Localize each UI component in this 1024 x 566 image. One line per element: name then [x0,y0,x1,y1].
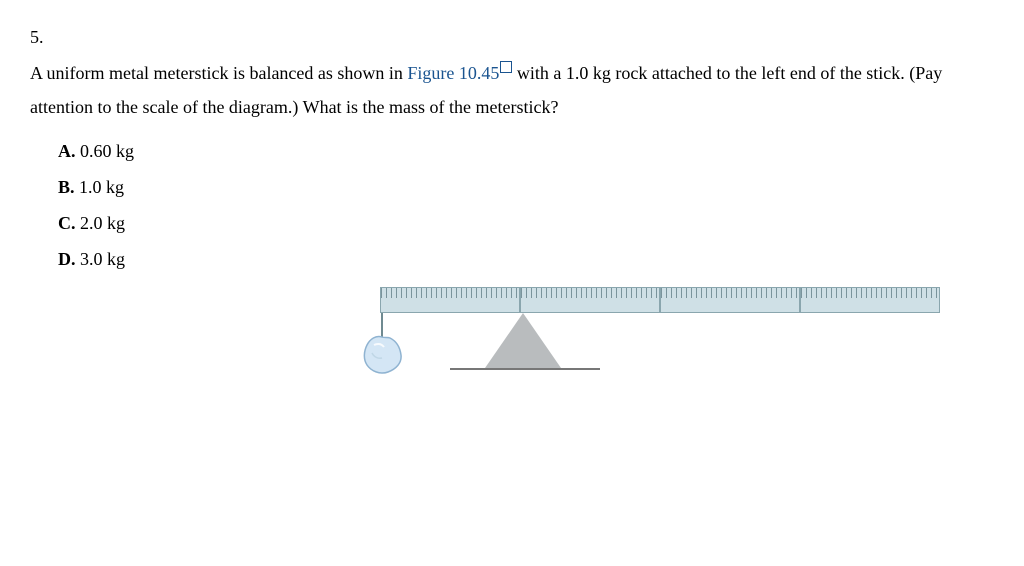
question-text-part1: A uniform metal meterstick is balanced a… [30,63,407,83]
option-label: A. [58,141,80,161]
rock-icon [362,335,404,386]
question-number: 5. [30,20,994,54]
option-label: D. [58,249,80,269]
option-c[interactable]: C. 2.0 kg [58,205,994,241]
option-b[interactable]: B. 1.0 kg [58,169,994,205]
balance-diagram [320,287,960,427]
meterstick-segment [660,287,800,313]
question-text: A uniform metal meterstick is balanced a… [30,56,994,124]
meterstick-segment [380,287,520,313]
meterstick [380,287,940,313]
meterstick-segment [800,287,940,313]
figure-link[interactable]: Figure 10.45 [407,63,499,83]
option-a[interactable]: A. 0.60 kg [58,133,994,169]
base-line [450,368,600,370]
option-label: B. [58,177,79,197]
popup-icon[interactable] [500,61,512,73]
meterstick-segment [520,287,660,313]
option-value: 2.0 kg [80,213,125,233]
option-value: 1.0 kg [79,177,124,197]
options-list: A. 0.60 kg B. 1.0 kg C. 2.0 kg D. 3.0 kg [30,133,994,277]
option-label: C. [58,213,80,233]
option-d[interactable]: D. 3.0 kg [58,241,994,277]
fulcrum-icon [485,313,561,368]
option-value: 3.0 kg [80,249,125,269]
option-value: 0.60 kg [80,141,134,161]
